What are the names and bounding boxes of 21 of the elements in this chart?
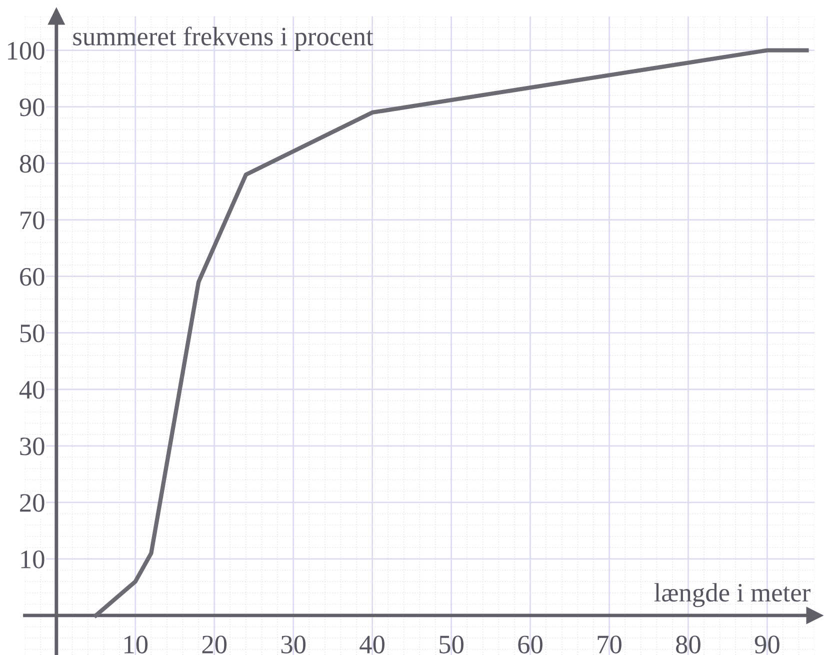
y-tick-label: 20 (20, 494, 44, 512)
y-tick-label: 10 (21, 550, 44, 568)
x-tick-label: 90 (754, 636, 780, 654)
y-tick-label: 60 (20, 268, 44, 286)
y-tick-label: 40 (19, 380, 44, 399)
x-tick-label: 30 (281, 636, 306, 654)
y-tick-label: 100 (8, 42, 44, 60)
x-tick-label: 10 (124, 636, 148, 654)
x-tick-label: 80 (676, 636, 700, 654)
x-tick-label: 70 (598, 636, 622, 654)
x-tick-label: 60 (518, 636, 542, 654)
x-tick-label: 20 (202, 636, 227, 654)
x-tick-label: 50 (440, 636, 464, 654)
x-tick-label: 40 (360, 636, 385, 654)
y-tick-label: 70 (20, 211, 44, 230)
y-axis-title: summeret frekvens i procent (73, 26, 374, 51)
x-axis-title: længde i meter (654, 583, 810, 608)
y-tick-label: 80 (20, 154, 44, 173)
y-tick-label: 90 (20, 98, 44, 116)
y-tick-label: 30 (20, 438, 44, 456)
y-tick-label: 50 (20, 324, 44, 342)
